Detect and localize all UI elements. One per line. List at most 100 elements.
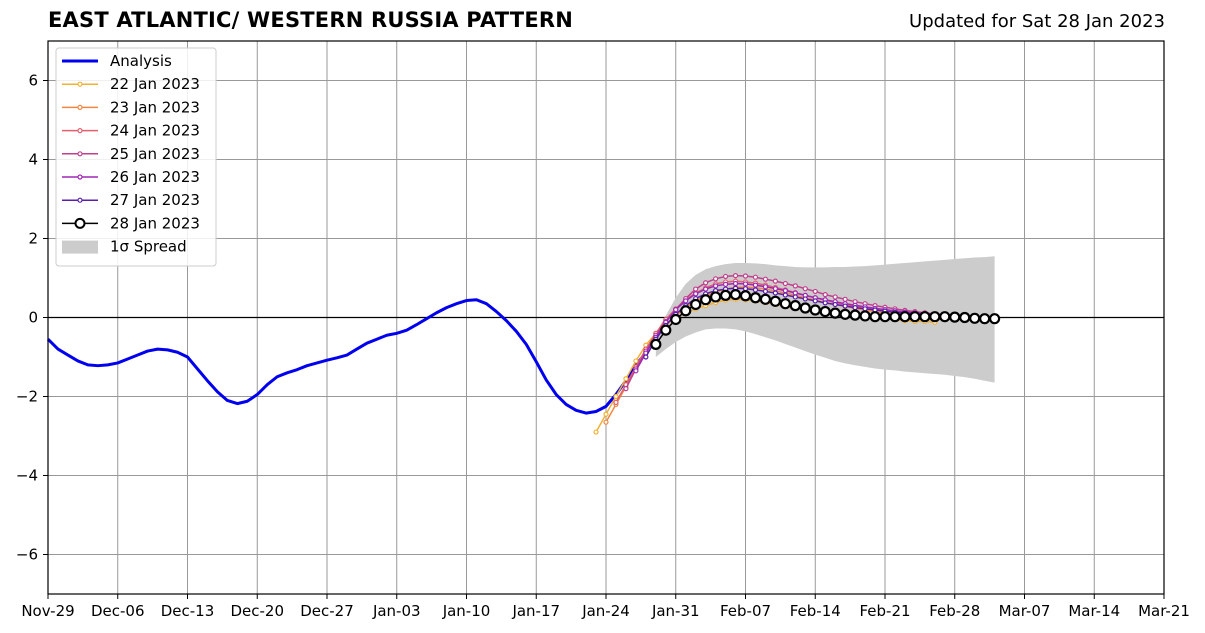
forecast-point bbox=[812, 298, 818, 304]
latest-forecast-point bbox=[660, 324, 672, 336]
forecast-point bbox=[593, 429, 599, 435]
latest-forecast-point bbox=[729, 288, 742, 301]
forecast-point bbox=[812, 288, 818, 295]
latest-forecast-point bbox=[849, 309, 861, 321]
forecast-point bbox=[683, 298, 689, 304]
legend-marker bbox=[74, 217, 86, 229]
forecast-point bbox=[623, 376, 629, 382]
latest-forecast-point bbox=[939, 311, 951, 323]
latest-forecast-point bbox=[979, 313, 991, 325]
latest-forecast-point bbox=[859, 310, 871, 322]
forecast-point bbox=[792, 283, 798, 289]
forecast-point bbox=[832, 294, 838, 300]
legend-marker bbox=[77, 197, 83, 203]
forecast-point bbox=[762, 276, 769, 282]
latest-forecast-point bbox=[919, 311, 931, 323]
y-tick-label: 4 bbox=[28, 151, 38, 169]
forecast-point bbox=[752, 274, 759, 280]
latest-forecast-point bbox=[959, 311, 971, 324]
legend-label: 23 Jan 2023 bbox=[110, 98, 200, 116]
latest-forecast-point bbox=[799, 302, 811, 314]
forecast-point bbox=[862, 306, 868, 312]
forecast-point bbox=[742, 273, 749, 279]
latest-forecast-point bbox=[869, 311, 881, 323]
latest-forecast-point bbox=[879, 311, 891, 323]
forecast-point bbox=[752, 287, 759, 293]
forecast-point bbox=[852, 305, 858, 311]
forecast-point bbox=[713, 276, 719, 282]
latest-forecast-point bbox=[719, 289, 732, 301]
legend-marker bbox=[77, 128, 83, 134]
legend-marker bbox=[77, 104, 83, 111]
forecast-point bbox=[832, 301, 838, 308]
y-tick-label: 6 bbox=[28, 72, 38, 90]
x-tick-label: Mar-21 bbox=[1138, 602, 1190, 620]
latest-forecast-point bbox=[819, 305, 831, 318]
y-tick-label: 0 bbox=[28, 309, 38, 327]
latest-forecast-point bbox=[949, 311, 961, 323]
forecast-point bbox=[693, 291, 699, 297]
legend-label: 27 Jan 2023 bbox=[110, 191, 200, 209]
legend-label: 24 Jan 2023 bbox=[110, 122, 200, 140]
forecast-point bbox=[693, 286, 699, 292]
legend-box bbox=[55, 47, 217, 267]
x-tick-label: Mar-14 bbox=[1068, 602, 1120, 620]
legend-marker bbox=[77, 151, 83, 157]
forecast-point bbox=[762, 284, 769, 290]
latest-forecast-point bbox=[749, 292, 762, 304]
y-tick-label: −2 bbox=[16, 388, 38, 406]
latest-forecast-point bbox=[809, 304, 821, 316]
latest-forecast-point bbox=[839, 308, 851, 320]
x-tick-label: Mar-07 bbox=[999, 602, 1051, 620]
latest-forecast-point bbox=[680, 305, 692, 317]
forecast-point bbox=[703, 280, 709, 286]
latest-forecast-point bbox=[989, 313, 1001, 325]
forecast-point bbox=[603, 411, 609, 417]
x-tick-label: Jan-03 bbox=[372, 602, 421, 620]
latest-forecast-point bbox=[889, 311, 901, 323]
forecast-point bbox=[742, 281, 749, 287]
forecast-point bbox=[822, 291, 828, 298]
forecast-point bbox=[752, 282, 759, 288]
legend-label: 28 Jan 2023 bbox=[110, 214, 200, 232]
latest-forecast-point bbox=[769, 295, 781, 307]
latest-forecast-point bbox=[650, 338, 662, 350]
x-tick-label: Feb-21 bbox=[859, 602, 910, 620]
forecast-point bbox=[722, 281, 729, 287]
latest-forecast-point bbox=[710, 291, 722, 303]
analysis-line bbox=[46, 298, 648, 415]
y-tick-label: −4 bbox=[16, 467, 38, 485]
forecast-point bbox=[703, 286, 709, 292]
x-tick-label: Jan-31 bbox=[651, 602, 700, 620]
x-tick-label: Dec-27 bbox=[300, 602, 354, 620]
legend-swatch bbox=[62, 240, 98, 254]
forecast-point bbox=[732, 280, 739, 287]
forecast-point bbox=[633, 358, 639, 364]
legend-marker bbox=[77, 81, 83, 87]
chart-title: EAST ATLANTIC/ WESTERN RUSSIA PATTERN bbox=[48, 8, 574, 32]
series-layer bbox=[46, 273, 1164, 435]
x-tick-label: Dec-06 bbox=[91, 602, 145, 620]
latest-forecast-point bbox=[739, 290, 752, 302]
forecast-point bbox=[792, 294, 798, 300]
x-tick-label: Feb-28 bbox=[929, 602, 980, 620]
forecast-point bbox=[613, 393, 619, 400]
forecast-point bbox=[643, 354, 649, 360]
forecast-point bbox=[613, 399, 619, 406]
forecast-point bbox=[802, 286, 808, 292]
latest-forecast-point bbox=[929, 311, 941, 323]
forecast-point bbox=[673, 307, 679, 313]
forecast-point bbox=[782, 292, 788, 298]
forecast-point bbox=[772, 278, 778, 284]
forecast-point bbox=[842, 303, 848, 309]
forecast-point bbox=[822, 300, 828, 306]
latest-forecast-point bbox=[909, 311, 921, 323]
latest-forecast-point bbox=[700, 294, 712, 306]
forecast-point bbox=[732, 273, 739, 279]
latest-forecast-point bbox=[969, 312, 981, 324]
x-tick-label: Jan-10 bbox=[442, 602, 491, 620]
x-tick-label: Feb-07 bbox=[720, 602, 771, 620]
forecast-point bbox=[842, 296, 848, 302]
forecast-point bbox=[722, 273, 729, 280]
